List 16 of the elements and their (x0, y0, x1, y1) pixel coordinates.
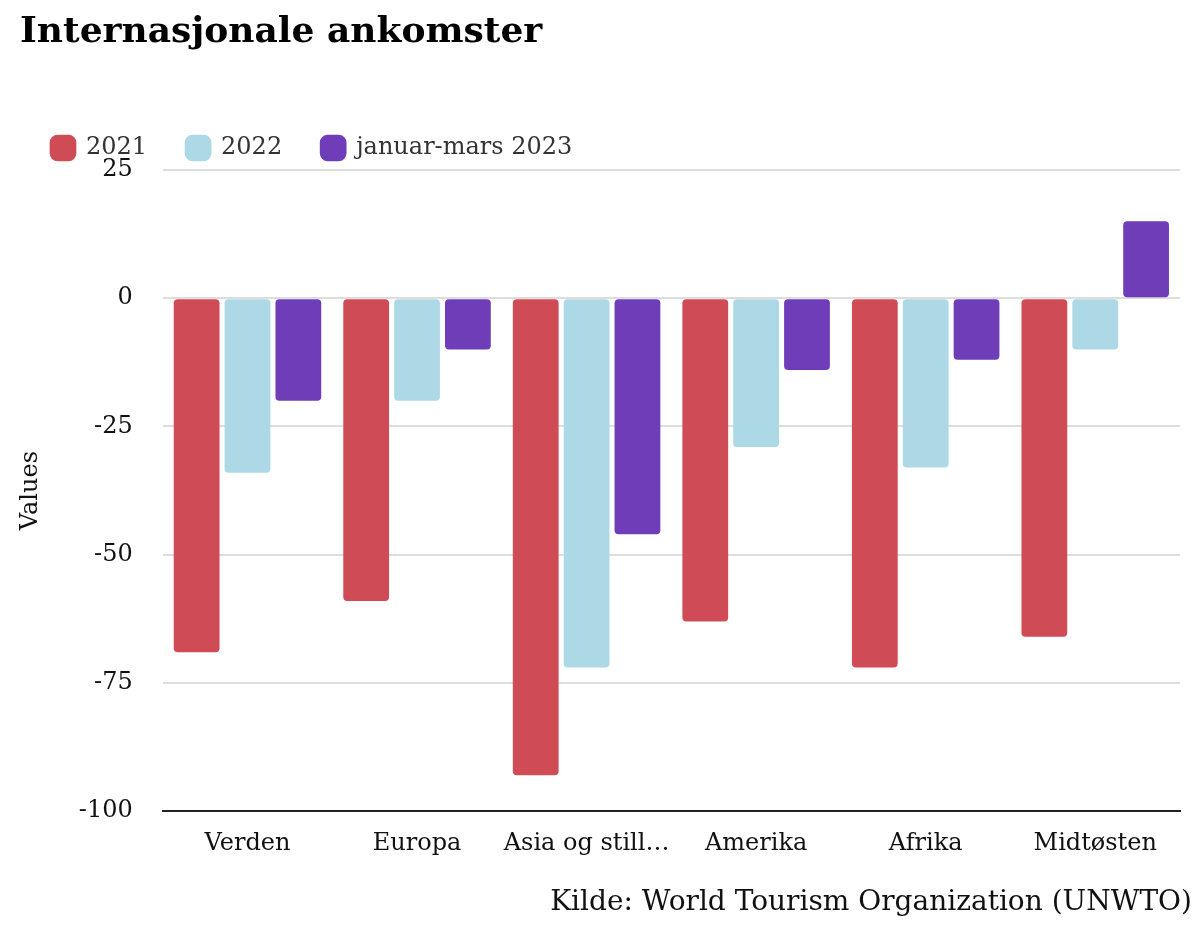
text: Kilde: World Tourism Organization (UNWTO) (549, 884, 1192, 917)
y-tick-label: -50 (94, 538, 133, 567)
y-tick-label: -100 (78, 795, 133, 824)
chart-title: Internasjonale ankomster (20, 8, 544, 52)
y-tick-label: -25 (94, 410, 133, 439)
y-axis-title: Values (14, 451, 43, 532)
legend-label: 2022 (221, 132, 283, 161)
y-tick-label: 0 (117, 282, 133, 311)
x-tick-label: Verden (203, 827, 291, 856)
legend-label: januar-mars 2023 (353, 132, 573, 161)
x-tick-label: Midtøsten (1033, 827, 1157, 856)
x-tick-label: Asia og still… (502, 827, 670, 856)
y-tick-label: -75 (94, 667, 133, 696)
x-tick-label: Afrika (887, 827, 963, 856)
x-tick-label: Amerika (703, 827, 808, 856)
x-tick-label: Europa (372, 827, 462, 856)
